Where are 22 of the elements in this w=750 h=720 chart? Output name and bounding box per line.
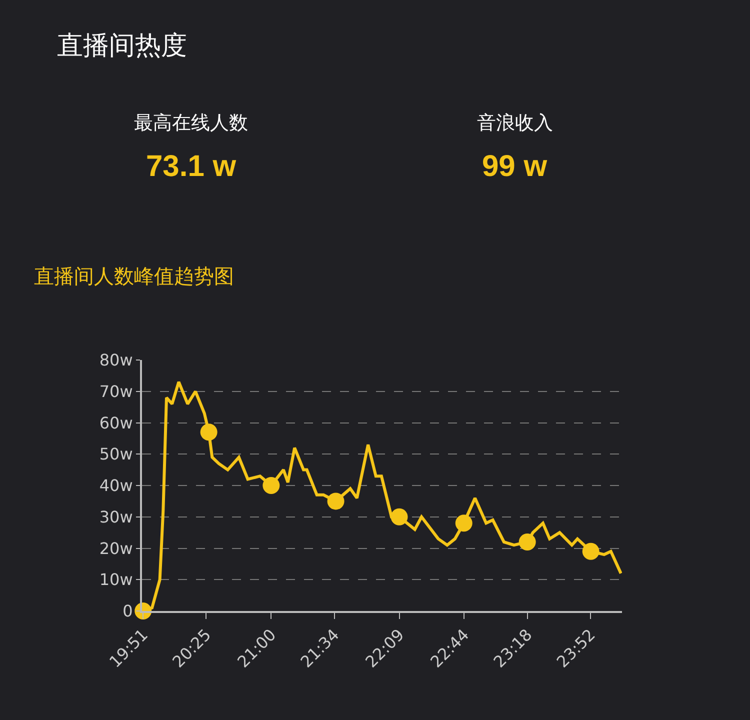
y-tick-label: 40w bbox=[99, 476, 133, 496]
point bbox=[390, 508, 408, 526]
y-tick-label: 60w bbox=[99, 413, 133, 432]
y-tick-label: 20w bbox=[99, 538, 133, 558]
y-tick-label: 30w bbox=[99, 507, 133, 526]
text: 最高在线人数 bbox=[134, 112, 248, 134]
y-tick-label: 80w bbox=[99, 350, 133, 370]
y-tick-label: 70w bbox=[99, 382, 133, 401]
point bbox=[327, 492, 344, 510]
point bbox=[262, 477, 280, 494]
text: 音浪收入 bbox=[477, 112, 553, 134]
text: 73.1 w bbox=[146, 150, 237, 183]
text: 99 w bbox=[482, 150, 548, 183]
chart-subtitle: 直播间人数峰值趋势图 bbox=[34, 264, 234, 288]
point bbox=[518, 533, 536, 550]
y-tick-label: 0 bbox=[122, 602, 133, 621]
y-tick-label: 10w bbox=[99, 570, 133, 590]
y-tick-label: 50w bbox=[99, 444, 133, 464]
chart-title: 直播间热度 bbox=[57, 31, 187, 62]
point bbox=[455, 514, 472, 532]
point bbox=[582, 542, 600, 560]
point bbox=[200, 424, 218, 441]
